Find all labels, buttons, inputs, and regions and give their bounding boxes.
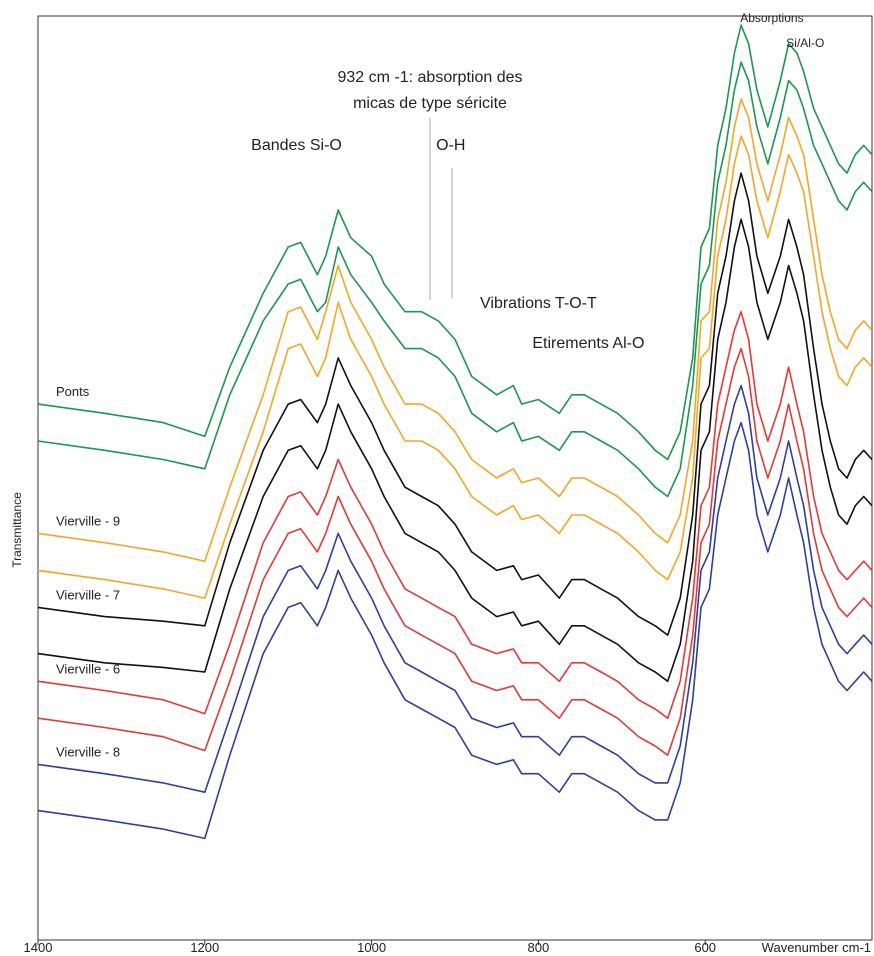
annotation-3: 932 cm -1: absorption des — [338, 69, 523, 86]
series-label-3: Vierville - 7 — [56, 587, 120, 602]
series-line-9 — [37, 384, 873, 793]
annotation-7: Vibrations T-O-T — [480, 295, 597, 312]
series-line-7 — [37, 310, 873, 719]
annotation-8: Etirements Al-O — [532, 335, 644, 352]
series-line-4 — [37, 135, 873, 599]
annotation-5: Bandes Si-O — [251, 137, 342, 154]
x-axis-label: Wavenumber cm-1 — [762, 940, 871, 955]
series-layer — [37, 24, 873, 840]
series-label-5: Vierville - 8 — [56, 744, 120, 759]
series-line-5 — [37, 172, 873, 636]
series-line-2 — [37, 61, 873, 498]
series-label-2: Vierville - 9 — [56, 513, 120, 528]
annotation-6: O-H — [436, 137, 465, 154]
x-tick-label-2: 1200 — [190, 940, 219, 955]
series-label-4: Vierville - 6 — [56, 661, 120, 676]
series-label-1: Ponts — [56, 384, 90, 399]
x-tick-label-1: 1400 — [24, 940, 53, 955]
x-axis-ticks: 1400 1200 1000 800 600 — [24, 940, 716, 955]
plot-frame — [37, 15, 873, 941]
y-axis-label: Transmittance — [10, 492, 24, 568]
x-tick-label-5: 600 — [694, 940, 716, 955]
annotation-2: Si/Al-O — [786, 36, 824, 50]
x-tick-label-4: 800 — [528, 940, 550, 955]
annotation-4: micas de type séricite — [353, 95, 507, 112]
series-line-6 — [37, 218, 873, 683]
series-line-1 — [37, 24, 873, 461]
series-line-3 — [37, 98, 873, 562]
annotation-1: Absorptions — [740, 11, 803, 25]
series-label-layer: Ponts Vierville - 9 Vierville - 7 Vierville… — [56, 384, 120, 759]
x-tick-label-3: 1000 — [357, 940, 386, 955]
series-line-8 — [37, 347, 873, 756]
series-line-10 — [37, 421, 873, 840]
annotation-layer: Absorptions Si/Al-O 932 cm -1: absorption … — [251, 11, 824, 352]
